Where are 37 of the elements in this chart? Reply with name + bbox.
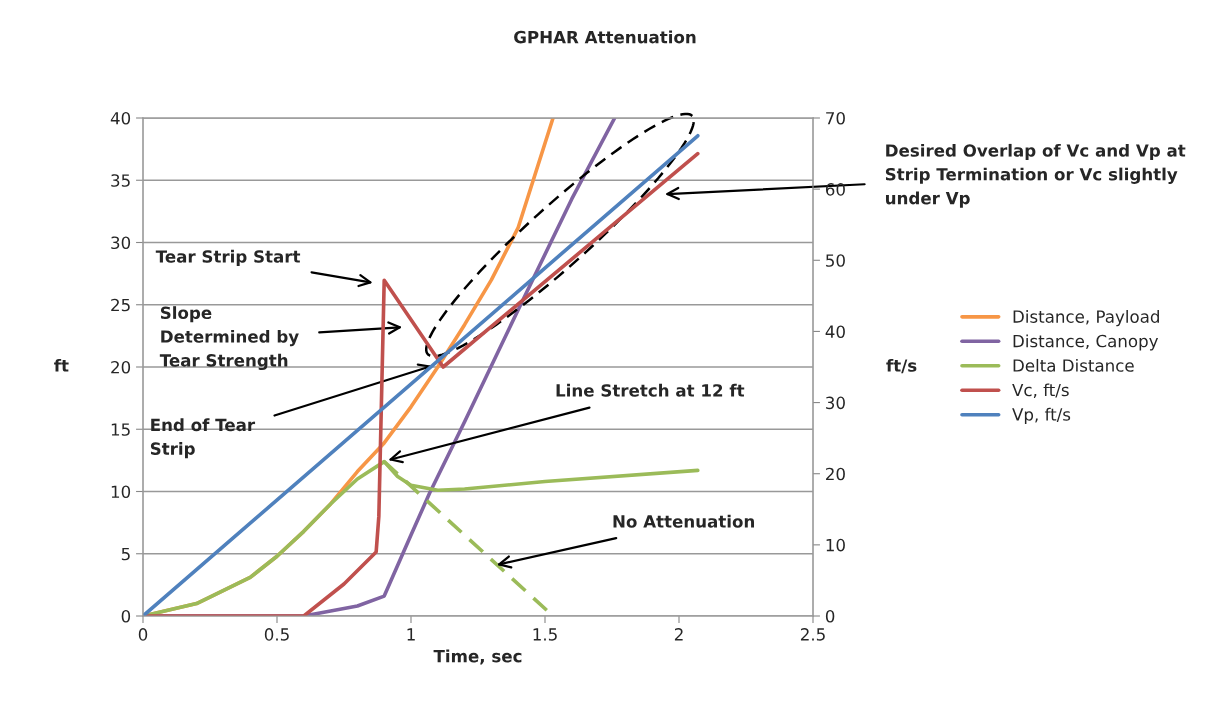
y-tick-label: 40: [110, 111, 131, 125]
y-tick-label: 25: [111, 298, 130, 312]
legend-label: Distance, Canopy: [1013, 334, 1159, 351]
x-tick-label: 0: [138, 628, 148, 641]
y-axis-title: ft: [54, 358, 69, 372]
annotation: Slope Determined by Tear Strength: [159, 306, 299, 371]
y-tick-label: 20: [111, 360, 131, 374]
y-tick-label: 35: [111, 174, 130, 187]
x-tick-label: 2: [674, 628, 683, 641]
y-tick-label: 0: [121, 609, 131, 623]
legend-label: Vp, ft/s: [1012, 407, 1071, 424]
y-tick-label: 30: [111, 236, 131, 250]
y-tick-label: 5: [121, 547, 130, 561]
annotation: No Attenuation: [613, 514, 755, 528]
annotation: End of Tear Strip: [150, 418, 256, 459]
legend-label: Vc, ft/s: [1012, 383, 1069, 398]
y-tick-label: 10: [111, 485, 131, 499]
x-tick-label: 0.5: [264, 628, 289, 641]
y-tick-label: 15: [111, 423, 130, 436]
text: Desired Overlap of Vc and Vp at Strip Termination or Vc slightly under Vp: [885, 143, 1186, 208]
y2-tick-label: 50: [826, 254, 845, 267]
annotation: Line Stretch at 12 ft: [556, 383, 745, 397]
chart-title: GPHAR Attenuation: [514, 30, 696, 44]
y2-axis-title: ft/s: [886, 358, 917, 374]
annotation: Tear Strip Start: [155, 249, 301, 266]
y2-tick-label: 20: [826, 467, 845, 481]
x-tick-label: 1.5: [533, 628, 557, 641]
y2-tick-label: 40: [825, 325, 845, 338]
y2-tick-label: 10: [826, 538, 845, 552]
x-axis-title: Time, sec: [433, 649, 522, 665]
x-tick-label: 1: [407, 628, 415, 641]
y2-tick-label: 30: [826, 396, 845, 410]
y2-tick-label: 70: [826, 111, 845, 125]
y2-tick-label: 0: [825, 609, 835, 623]
legend-label: Distance, Payload: [1013, 310, 1159, 327]
legend-label: Delta Distance: [1013, 358, 1134, 372]
x-tick-label: 2.5: [800, 628, 825, 641]
